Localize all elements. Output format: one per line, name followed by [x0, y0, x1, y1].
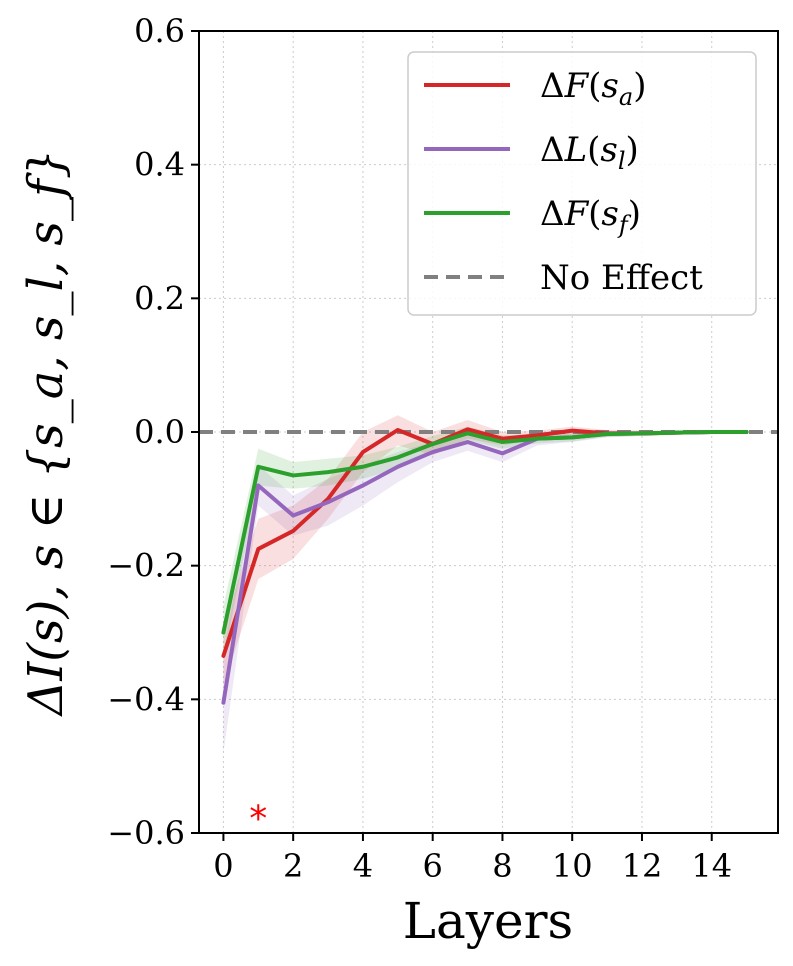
annotations: *: [249, 798, 267, 839]
series-lines: [221, 427, 749, 705]
series-line: [221, 430, 749, 635]
x-axis-ticks: 0 2 4 6 8 10 12 14: [213, 833, 732, 885]
legend-box: [407, 51, 757, 316]
x-tick-label: 2: [283, 847, 303, 885]
x-tick-label: 12: [622, 847, 663, 885]
legend: ΔF(sa) ΔL(sl) ΔF(sf) No Effect: [407, 51, 757, 316]
y-tick-label: −0.2: [107, 547, 185, 585]
y-tick-label: 0.4: [134, 146, 185, 184]
legend-label: No Effect: [540, 258, 703, 298]
x-tick-label: 6: [423, 847, 443, 885]
y-tick-label: 0.6: [134, 12, 185, 50]
legend-label: ΔL(sl): [540, 130, 639, 175]
x-tick-label: 4: [353, 847, 373, 885]
x-tick-label: 0: [213, 847, 233, 885]
y-tick-label: 0.0: [134, 413, 185, 451]
y-axis-ticks: −0.6 −0.4 −0.2 0.0 0.2 0.4 0.6: [107, 12, 199, 852]
confidence-bands: [223, 415, 747, 753]
legend-label: ΔF(sf): [540, 194, 641, 239]
y-tick-label: −0.4: [107, 680, 185, 718]
confidence-band: [223, 415, 747, 686]
x-tick-label: 10: [552, 847, 593, 885]
y-tick-label: 0.2: [134, 279, 185, 317]
x-tick-label: 8: [492, 847, 512, 885]
y-axis-title: ΔI(s), s ∈ {s_a, s_l, s_f}: [18, 149, 74, 718]
legend-label: ΔF(sa): [540, 66, 646, 111]
y-tick-label: −0.6: [107, 814, 185, 852]
significance-marker: *: [249, 798, 267, 839]
x-axis-title: Layers: [403, 892, 573, 950]
legend-items: ΔF(sa) ΔL(sl) ΔF(sf) No Effect: [424, 66, 703, 298]
x-tick-label: 14: [691, 847, 732, 885]
